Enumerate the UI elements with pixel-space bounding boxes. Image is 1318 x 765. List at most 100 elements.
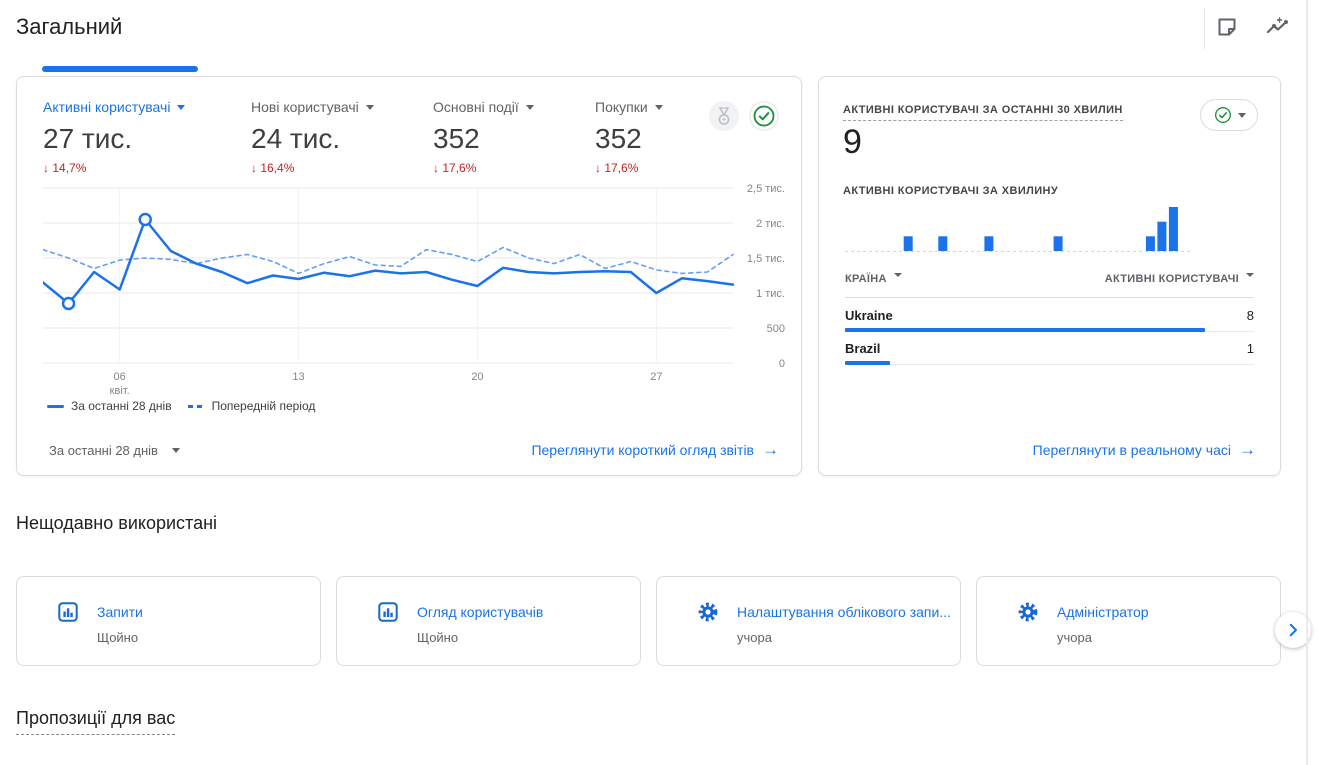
metric-delta: ↓ 17,6% [433, 161, 477, 175]
right-arrow-icon: → [762, 440, 779, 459]
overview-card: Активні користувачі 27 тис. ↓ 14,7% Нові… [16, 76, 802, 476]
country-value: 1 [1246, 340, 1254, 356]
metric-key-events[interactable]: Основні події 352 ↓ 17,6% [433, 99, 595, 175]
header-divider [1204, 8, 1205, 50]
per-minute-bar-chart [845, 207, 1191, 252]
realtime-link[interactable]: Переглянути в реальному часі → [1032, 440, 1256, 459]
suggestions-title: Пропозиції для вас [16, 708, 176, 735]
date-range-select[interactable]: За останні 28 днів [49, 443, 180, 458]
country-value: 8 [1246, 307, 1254, 323]
country-bar [845, 328, 1205, 332]
down-arrow-icon: ↓ [595, 161, 601, 175]
down-arrow-icon: ↓ [433, 161, 439, 175]
gear-icon [1017, 601, 1039, 623]
chevron-down-icon [1237, 112, 1246, 118]
active-users-column-header[interactable]: АКТИВНІ КОРИСТУВАЧІ [1105, 273, 1254, 297]
metric-value: 27 тис. [43, 123, 133, 154]
realtime-card: АКТИВНІ КОРИСТУВАЧІ ЗА ОСТАННІ 30 ХВИЛИН… [818, 76, 1281, 476]
realtime-title: АКТИВНІ КОРИСТУВАЧІ ЗА ОСТАННІ 30 ХВИЛИН [843, 104, 1123, 121]
page-title: Загальний [16, 14, 123, 39]
country-column-header[interactable]: КРАЇНА [845, 273, 902, 297]
metric-value: 352 [595, 123, 642, 154]
legend-current-period: За останні 28 днів [47, 399, 172, 413]
country-row: Ukraine 8 [845, 299, 1254, 332]
svg-text:1 тис.: 1 тис. [756, 288, 785, 300]
overview-line-chart: 06 квіт. 13 20 27 0 500 1 тис. 1,5 тис. 2 тис. 2,5… [43, 183, 785, 397]
solid-line-swatch [47, 404, 64, 408]
chevron-right-icon [1289, 623, 1297, 637]
svg-text:1,5 тис.: 1,5 тис. [747, 253, 785, 265]
scrollbar-track[interactable] [1306, 0, 1308, 765]
card-badges [709, 101, 779, 136]
chevron-down-icon [1246, 273, 1254, 277]
metric-label: Нові користувачі [251, 99, 359, 115]
down-arrow-icon: ↓ [251, 161, 257, 175]
svg-text:2,5 тис.: 2,5 тис. [747, 183, 785, 195]
bar-chart-icon [57, 601, 79, 623]
chevron-down-icon [171, 447, 180, 453]
recent-card-time: Щойно [97, 630, 139, 645]
country-name: Brazil [845, 340, 881, 356]
metric-delta: ↓ 17,6% [595, 161, 639, 175]
check-circle-icon[interactable] [749, 101, 779, 136]
gear-icon [697, 601, 719, 623]
header-icons [1214, 14, 1290, 40]
svg-text:0: 0 [779, 358, 785, 370]
chevron-down-icon [893, 273, 902, 277]
metric-new-users[interactable]: Нові користувачі 24 тис. ↓ 16,4% [251, 99, 433, 175]
realtime-status-pill[interactable] [1200, 99, 1258, 131]
down-arrow-icon: ↓ [43, 161, 49, 175]
realtime-table-header: КРАЇНА АКТИВНІ КОРИСТУВАЧІ [845, 273, 1254, 298]
metric-delta: ↓ 16,4% [251, 161, 295, 175]
insights-icon[interactable] [1264, 14, 1290, 40]
metrics-row: Активні користувачі 27 тис. ↓ 14,7% Нові… [43, 99, 701, 175]
recent-card-admin[interactable]: Адміністратор учора [976, 576, 1281, 666]
recent-card-title: Огляд користувачів [417, 604, 544, 620]
recent-card-reports[interactable]: Запити Щойно [16, 576, 321, 666]
svg-text:06: 06 [114, 371, 126, 383]
overview-card-footer: За останні 28 днів Переглянути короткий … [49, 440, 779, 460]
bar-chart-icon [377, 601, 399, 623]
check-circle-icon [1214, 107, 1231, 123]
active-users-per-minute-label: АКТИВНІ КОРИСТУВАЧІ ЗА ХВИЛИНУ [843, 185, 1059, 197]
recent-card-time: учора [1057, 630, 1092, 645]
recent-card-time: Щойно [417, 630, 459, 645]
carousel-next-button[interactable] [1275, 612, 1311, 648]
dashed-line-swatch [187, 404, 205, 408]
svg-text:20: 20 [471, 371, 483, 383]
medal-icon [709, 101, 739, 136]
svg-text:500: 500 [767, 323, 785, 335]
right-arrow-icon: → [1239, 440, 1256, 459]
country-name: Ukraine [845, 307, 893, 323]
chevron-down-icon [654, 104, 663, 110]
active-tab-indicator [42, 66, 198, 72]
legend-previous-period: Попередній період [187, 399, 315, 413]
metric-purchases[interactable]: Покупки 352 ↓ 17,6% [595, 99, 663, 175]
recent-card-time: учора [737, 630, 772, 645]
reports-snapshot-link[interactable]: Переглянути короткий огляд звітів → [531, 440, 779, 459]
recent-card-title: Адміністратор [1057, 604, 1149, 620]
metric-value: 24 тис. [251, 123, 341, 154]
country-rows: Ukraine 8 Brazil 1 [845, 299, 1254, 365]
metric-label: Основні події [433, 99, 519, 115]
metric-label: Покупки [595, 99, 648, 115]
chevron-down-icon [365, 104, 374, 110]
active-users-30min-value: 9 [843, 123, 862, 161]
chevron-down-icon [177, 104, 186, 110]
metric-label: Активні користувачі [43, 99, 171, 115]
recent-card-user-overview[interactable]: Огляд користувачів Щойно [336, 576, 641, 666]
note-icon[interactable] [1214, 14, 1240, 40]
metric-active-users[interactable]: Активні користувачі 27 тис. ↓ 14,7% [43, 99, 251, 175]
chart-legend: За останні 28 днів Попередній період [47, 399, 315, 413]
country-bar [845, 361, 890, 365]
chevron-down-icon [525, 104, 534, 110]
svg-text:27: 27 [650, 371, 662, 383]
recent-card-title: Запити [97, 604, 143, 620]
country-row: Brazil 1 [845, 332, 1254, 365]
svg-text:квіт.: квіт. [110, 385, 130, 397]
recent-card-account-settings[interactable]: Налаштування облікового запи... учора [656, 576, 961, 666]
svg-text:13: 13 [292, 371, 304, 383]
metric-delta: ↓ 14,7% [43, 161, 87, 175]
metric-value: 352 [433, 123, 480, 154]
